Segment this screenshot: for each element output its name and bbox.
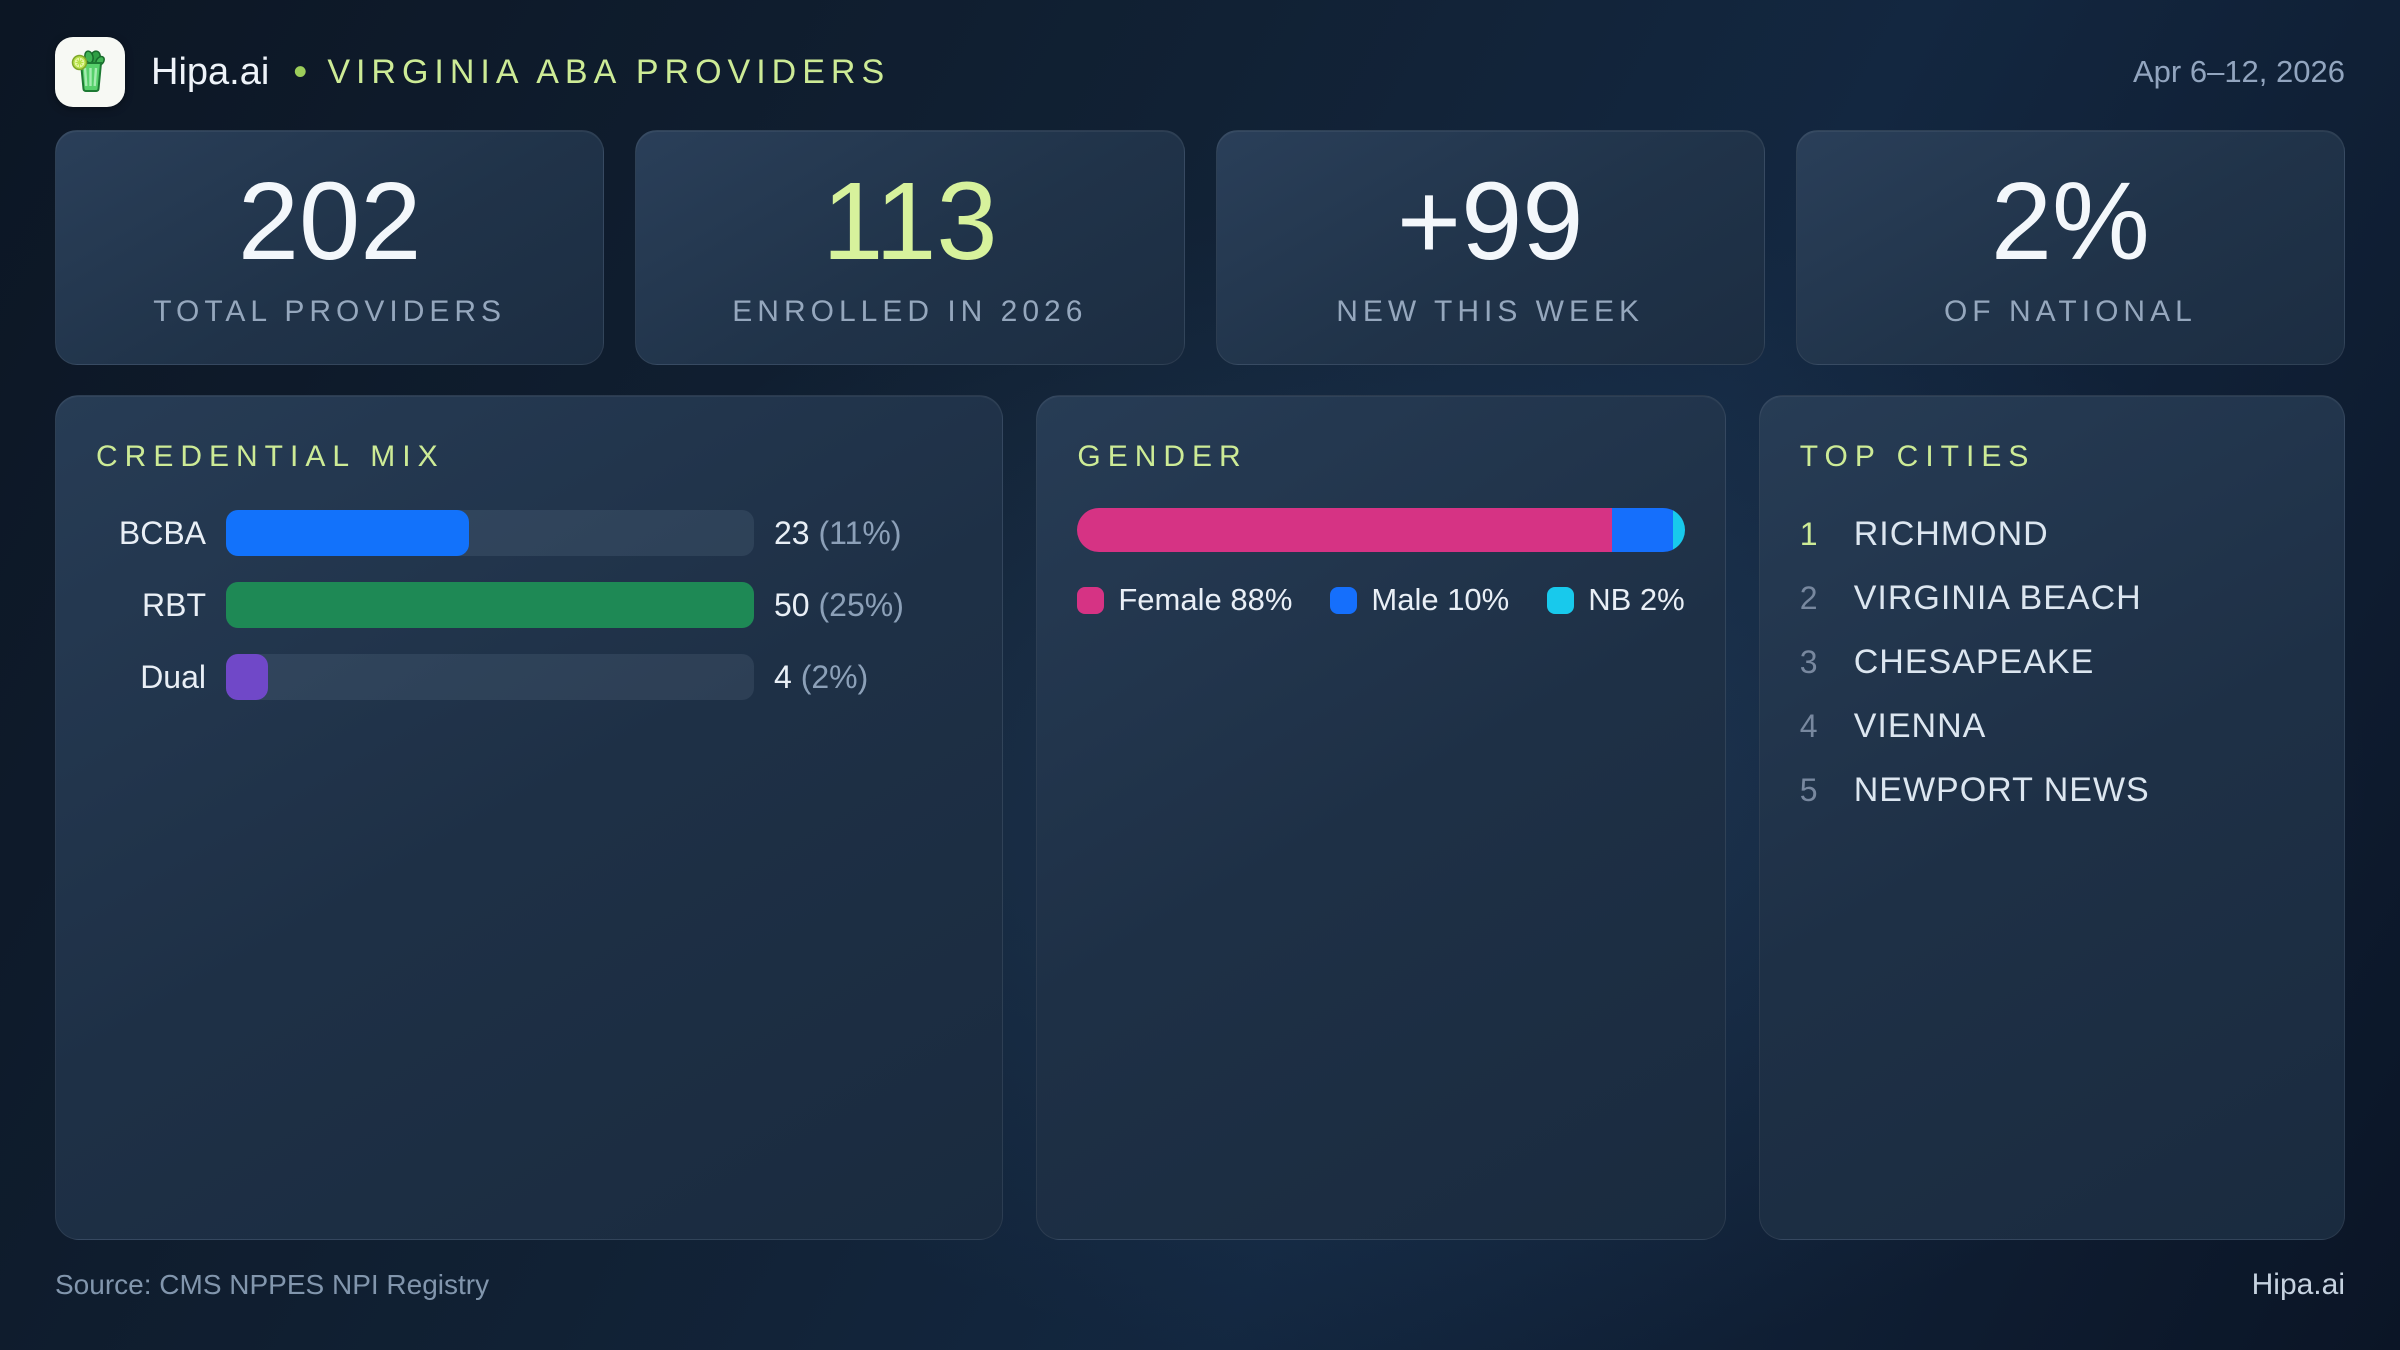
gender-stacked-bar [1077, 508, 1685, 552]
city-name: NEWPORT NEWS [1853, 770, 2150, 809]
gender-segment-male [1611, 508, 1673, 552]
stat-cards-row: 202 TOTAL PROVIDERS 113 ENROLLED IN 2026… [55, 130, 2345, 365]
stat-label: ENROLLED IN 2026 [732, 294, 1088, 328]
gender-segment-nb [1672, 508, 1685, 552]
gender-panel: GENDER Female 88% Male 10% NB 2% [1036, 395, 1726, 1240]
stat-label: NEW THIS WEEK [1336, 294, 1645, 328]
gender-segment-female [1077, 508, 1612, 552]
stat-label: OF NATIONAL [1943, 294, 2197, 328]
bar-track [226, 654, 754, 700]
bar-value-label: 50 (25%) [774, 587, 904, 624]
bar-value-percent: (25%) [809, 586, 904, 623]
legend-label: Female 88% [1118, 582, 1293, 617]
credential-rows: BCBA 23 (11%) RBT 50 (25%) Dual 4 (2%) [96, 510, 962, 700]
legend-item-nb: NB 2% [1547, 582, 1685, 618]
stat-label: TOTAL PROVIDERS [153, 294, 507, 328]
city-rank: 1 [1799, 515, 1818, 552]
bar-track [226, 510, 754, 556]
legend-item-male: Male 10% [1330, 582, 1509, 618]
bar-category-label: Dual [140, 658, 206, 695]
panel-title: GENDER [1077, 440, 1248, 473]
credential-row: Dual 4 (2%) [96, 654, 962, 700]
city-row: 1 RICHMOND [1800, 502, 2304, 566]
stat-value: +99 [1396, 159, 1584, 283]
bar-value-label: 4 (2%) [774, 659, 868, 696]
bar-value-number: 50 [774, 586, 810, 623]
logo-badge [55, 37, 125, 107]
stat-value: 202 [237, 159, 422, 283]
bar-fill-bcba [226, 510, 469, 556]
header: Hipa.ai • VIRGINIA ABA PROVIDERS Apr 6–1… [55, 36, 2345, 108]
bar-value-label: 23 (11%) [774, 515, 901, 552]
bar-value-number: 23 [774, 514, 810, 551]
credential-mix-panel: CREDENTIAL MIX BCBA 23 (11%) RBT 50 (25%) Du… [55, 395, 1004, 1240]
legend-item-female: Female 88% [1077, 582, 1292, 618]
bar-value-percent: (2%) [791, 658, 869, 695]
city-list: 1 RICHMOND 2 VIRGINIA BEACH 3 CHESAPEAKE 4 VIEN… [1800, 502, 2304, 822]
city-rank: 2 [1799, 579, 1818, 616]
panel-title: TOP CITIES [1799, 440, 2036, 473]
separator-dot-icon: • [293, 50, 308, 94]
stat-card-enrolled: 113 ENROLLED IN 2026 [635, 130, 1185, 365]
bar-fill-dual [226, 654, 269, 700]
bar-value-percent: (11%) [809, 514, 902, 551]
city-row: 5 NEWPORT NEWS [1800, 758, 2304, 822]
legend-label: NB 2% [1588, 582, 1685, 617]
stat-card-new-this-week: +99 NEW THIS WEEK [1215, 130, 1765, 365]
city-row: 3 CHESAPEAKE [1800, 630, 2304, 694]
bar-fill-rbt [226, 582, 754, 628]
stat-card-total-providers: 202 TOTAL PROVIDERS [55, 130, 605, 365]
city-rank: 4 [1799, 707, 1818, 744]
bar-track [226, 582, 754, 628]
panels-row: CREDENTIAL MIX BCBA 23 (11%) RBT 50 (25%) Du… [55, 395, 2345, 1240]
date-range: Apr 6–12, 2026 [2132, 54, 2345, 89]
top-cities-panel: TOP CITIES 1 RICHMOND 2 VIRGINIA BEACH 3 CHES… [1758, 395, 2345, 1240]
city-row: 4 VIENNA [1800, 694, 2304, 758]
city-rank: 3 [1799, 643, 1818, 680]
legend-swatch-icon [1547, 586, 1575, 614]
bar-category-label: RBT [142, 586, 206, 623]
gender-legend: Female 88% Male 10% NB 2% [1077, 582, 1685, 618]
stat-value: 113 [822, 159, 998, 283]
legend-swatch-icon [1330, 586, 1358, 614]
stat-card-of-national: 2% OF NATIONAL [1795, 130, 2345, 365]
city-name: CHESAPEAKE [1853, 642, 2095, 681]
city-rank: 5 [1799, 771, 1818, 808]
footer: Source: CMS NPPES NPI Registry Hipa.ai [55, 1268, 2345, 1302]
city-row: 2 VIRGINIA BEACH [1800, 566, 2304, 630]
stat-value: 2% [1990, 159, 2150, 283]
legend-label: Male 10% [1371, 582, 1510, 617]
brand-name: Hipa.ai [151, 50, 270, 93]
mojito-glass-icon [71, 50, 105, 93]
city-name: VIENNA [1853, 706, 1987, 745]
page-title: VIRGINIA ABA PROVIDERS [327, 52, 891, 91]
bar-value-number: 4 [774, 658, 792, 695]
credential-row: RBT 50 (25%) [96, 582, 962, 628]
city-name: RICHMOND [1853, 514, 2049, 553]
city-name: VIRGINIA BEACH [1853, 578, 2142, 617]
credential-row: BCBA 23 (11%) [96, 510, 962, 556]
panel-title: CREDENTIAL MIX [96, 440, 445, 473]
legend-swatch-icon [1077, 586, 1105, 614]
source-attribution: Source: CMS NPPES NPI Registry [55, 1269, 490, 1300]
bar-category-label: BCBA [118, 514, 206, 551]
footer-brand: Hipa.ai [2251, 1268, 2345, 1301]
